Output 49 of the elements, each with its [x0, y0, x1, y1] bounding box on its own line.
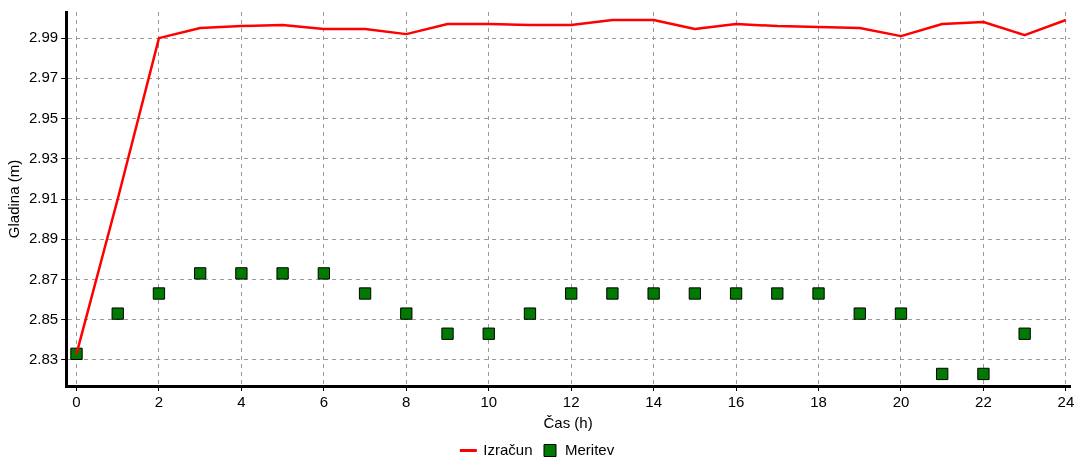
- x-tick-label: 18: [810, 393, 827, 411]
- point: [647, 287, 660, 300]
- y-tick-label: 2.85: [28, 309, 59, 327]
- point: [936, 367, 949, 381]
- point: [565, 287, 578, 300]
- y-tick-label: 2.95: [28, 108, 59, 126]
- point: [194, 267, 207, 280]
- point: [812, 287, 825, 300]
- x-axis-title: Čas (h): [543, 414, 593, 432]
- point: [400, 307, 413, 320]
- x-tick-label: 4: [237, 393, 246, 411]
- point: [152, 287, 166, 300]
- point: [276, 267, 289, 280]
- x-tick-label: 10: [480, 393, 498, 411]
- x-tick-label: 8: [402, 393, 411, 411]
- y-axis-title: Gladina (m): [5, 159, 23, 239]
- y-tick-label: 2.97: [28, 68, 59, 86]
- point: [894, 307, 908, 320]
- x-tick-label: 12: [562, 393, 580, 411]
- point: [358, 287, 372, 300]
- point: [482, 327, 495, 340]
- y-tick-label: 2.91: [28, 189, 59, 207]
- x-tick-label: 0: [72, 393, 81, 411]
- point: [523, 307, 537, 320]
- x-tick-label: 2: [154, 393, 164, 411]
- point: [688, 287, 702, 300]
- legend-label: Izračun: [483, 440, 533, 458]
- x-tick-label: 20: [892, 393, 910, 411]
- x-tick-label: 16: [727, 393, 745, 411]
- point: [235, 267, 248, 280]
- point: [111, 307, 124, 320]
- point: [853, 307, 866, 320]
- point: [317, 267, 330, 280]
- y-tick-label: 2.83: [28, 350, 59, 367]
- y-tick-label: 2.99: [28, 28, 59, 46]
- point: [1018, 327, 1031, 340]
- point: [441, 327, 454, 340]
- point: [606, 287, 619, 300]
- point: [977, 367, 990, 381]
- x-tick-label: 22: [975, 393, 992, 411]
- x-tick-label: 24: [1057, 393, 1075, 411]
- y-tick-label: 2.87: [28, 269, 59, 287]
- x-tick-label: 14: [645, 393, 662, 411]
- y-tick-label: 2.93: [28, 148, 59, 166]
- point: [771, 287, 784, 300]
- legend-label: Meritev: [565, 440, 615, 458]
- x-tick-label: 6: [319, 393, 329, 411]
- point: [729, 287, 743, 300]
- y-tick-label: 2.89: [28, 229, 59, 247]
